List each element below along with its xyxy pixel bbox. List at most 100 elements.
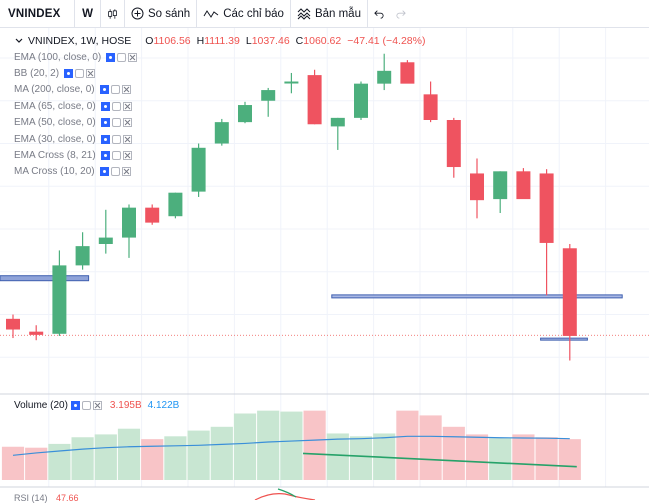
eye-icon[interactable]: [100, 101, 110, 111]
indicator-legend-item[interactable]: EMA (30, close, 0): [14, 131, 431, 147]
chart-type-button[interactable]: [101, 0, 125, 27]
candlestick-series: [6, 53, 577, 361]
undo-icon: [374, 9, 384, 19]
indicator-legend-item[interactable]: MA Cross (10, 20): [14, 164, 431, 180]
low-value: 1037.46: [251, 35, 290, 47]
remove-icon[interactable]: [86, 69, 96, 79]
candle-body: [562, 248, 577, 336]
horizontal-line: [540, 337, 588, 341]
indicator-legend-item[interactable]: EMA (100, close, 0): [14, 49, 431, 65]
candle-body: [330, 117, 345, 127]
settings-icon[interactable]: [110, 167, 120, 177]
eye-icon[interactable]: [100, 134, 110, 144]
candle-body: [400, 62, 415, 84]
candle-body: [75, 246, 90, 266]
volume-bar: [117, 428, 141, 480]
indicator-buttons: [64, 69, 97, 79]
settings-icon[interactable]: [111, 134, 121, 144]
high-key: H: [196, 35, 205, 47]
candle-body: [539, 173, 554, 243]
volume-legend: Volume (20) 3.195B 4.122B: [14, 400, 179, 411]
indicator-legend-item[interactable]: EMA (65, close, 0): [14, 98, 431, 114]
remove-icon[interactable]: [122, 134, 132, 144]
redo-icon: [396, 9, 406, 19]
horizontal-lines: [0, 275, 649, 341]
candle-body: [122, 207, 136, 238]
price-chart[interactable]: [0, 28, 649, 500]
eye-icon[interactable]: [70, 401, 80, 410]
settings-icon[interactable]: [111, 151, 121, 161]
volume-bar: [25, 447, 48, 480]
settings-icon[interactable]: [117, 52, 127, 62]
volume-bar: [419, 415, 442, 480]
interval-label: W: [82, 7, 93, 20]
eye-icon[interactable]: [64, 69, 74, 79]
indicator-label: EMA Cross (8, 21): [14, 150, 96, 162]
indicator-list: EMA (100, close, 0) BB (20, 2) MA (200, cl…: [14, 49, 431, 180]
indicator-buttons: [106, 52, 139, 62]
indicator-buttons: [100, 101, 134, 111]
indicator-label: EMA (50, close, 0): [14, 117, 96, 129]
settings-icon[interactable]: [81, 401, 91, 410]
indicators-label: Các chỉ báo: [223, 7, 284, 20]
volume-bar: [558, 439, 581, 480]
candle-body: [52, 265, 67, 334]
settings-icon[interactable]: [111, 101, 121, 111]
remove-icon[interactable]: [92, 401, 102, 410]
remove-icon[interactable]: [121, 85, 131, 95]
chart-legend: VNINDEX, 1W, HOSE O 1106.56 H 1111.39 L 103…: [14, 33, 431, 180]
eye-icon[interactable]: [99, 85, 109, 95]
indicators-icon: [203, 9, 219, 18]
symbol-name: VNINDEX: [8, 7, 61, 20]
volume-bar: [94, 434, 117, 480]
volume-ma-line: [12, 435, 570, 456]
remove-icon[interactable]: [122, 101, 132, 111]
rsi-line: [254, 493, 316, 500]
main-series-legend: VNINDEX, 1W, HOSE O 1106.56 H 1111.39 L 103…: [14, 33, 431, 49]
indicator-legend-item[interactable]: BB (20, 2): [14, 65, 431, 81]
horizontal-line: [0, 275, 90, 282]
remove-icon[interactable]: [122, 151, 132, 161]
eye-icon[interactable]: [100, 151, 110, 161]
remove-icon[interactable]: [128, 52, 138, 62]
volume-legend-buttons: [70, 401, 104, 410]
interval-button[interactable]: W: [75, 0, 101, 27]
low-key: L: [245, 35, 252, 47]
settings-icon[interactable]: [75, 69, 85, 79]
volume-bar: [257, 410, 280, 480]
candle-body: [284, 81, 299, 84]
remove-icon[interactable]: [121, 167, 131, 177]
volume-ma-value: 4.122B: [147, 400, 180, 411]
redo-button[interactable]: [390, 0, 412, 27]
rsi-label: RSI (14): [14, 493, 48, 503]
indicator-buttons: [100, 118, 134, 128]
rsi-value: 47.66: [56, 493, 79, 503]
indicator-legend-item[interactable]: EMA Cross (8, 21): [14, 147, 431, 163]
symbol-search[interactable]: VNINDEX: [0, 0, 75, 27]
indicators-button[interactable]: Các chỉ báo: [197, 0, 291, 27]
candle-body: [470, 173, 484, 201]
collapse-icon[interactable]: [14, 36, 24, 46]
volume-trendline: [302, 452, 577, 468]
settings-icon[interactable]: [110, 85, 120, 95]
templates-button[interactable]: Bản mẫu: [291, 0, 368, 27]
settings-icon[interactable]: [111, 118, 121, 128]
indicator-label: EMA (65, close, 0): [14, 100, 96, 112]
eye-icon[interactable]: [106, 52, 116, 62]
candle-body: [29, 331, 44, 335]
remove-icon[interactable]: [122, 118, 132, 128]
compare-button[interactable]: So sánh: [125, 0, 198, 27]
candle-body: [423, 94, 438, 120]
volume-bar: [164, 436, 187, 480]
volume-bar: [349, 436, 373, 480]
candle-body: [493, 171, 508, 200]
indicator-legend-item[interactable]: MA (200, close, 0): [14, 82, 431, 98]
volume-bar: [280, 411, 303, 480]
undo-button[interactable]: [368, 0, 390, 27]
indicator-legend-item[interactable]: EMA (50, close, 0): [14, 115, 431, 131]
plus-circle-icon: [131, 7, 144, 20]
eye-icon[interactable]: [100, 118, 110, 128]
candle-body: [145, 207, 160, 223]
volume-bar: [210, 426, 233, 480]
eye-icon[interactable]: [99, 167, 109, 177]
